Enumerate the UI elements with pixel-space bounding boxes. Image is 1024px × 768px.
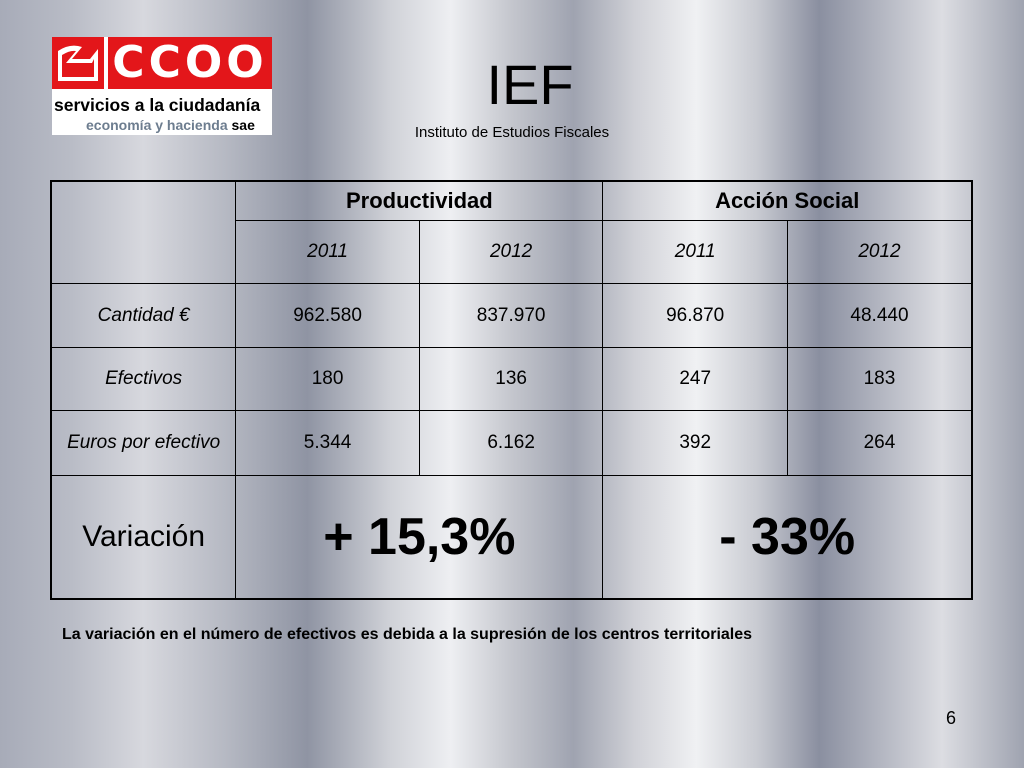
variation-label: Variación [50,475,237,600]
ccoo-logo: CCOO servicios a la ciudadanía economía … [52,37,272,135]
logo-subtagline: economía y hacienda sae [86,117,255,133]
page-title: IEF [486,53,574,116]
page-number: 6 [946,708,957,728]
year-header: 2011 [235,220,420,284]
table-year-row: 2011 2012 2011 2012 [51,220,973,284]
table-cell: 48.440 [786,283,973,348]
table-cell: 180 [235,347,420,411]
logo-subtagline-suffix: sae [231,117,255,133]
row-label: Cantidad € [50,283,237,348]
table-cell: 962.580 [235,283,420,348]
variation-productividad: + 15,3% [235,475,604,600]
table-row: Efectivos 180 136 247 183 [50,347,973,411]
table-cell: 136 [418,347,604,411]
logo-tagline: servicios a la ciudadanía [54,95,261,115]
table-row: Cantidad € 962.580 837.970 96.870 48.440 [50,283,973,348]
page-subtitle: Instituto de Estudios Fiscales [414,124,610,141]
table-cell: 5.344 [235,410,420,476]
table-header-row: Productividad Acción Social [50,180,973,284]
logo-brand-text: CCOO [108,37,272,89]
row-label: Efectivos [50,347,237,411]
table-cell: 6.162 [418,410,604,476]
group-header-productividad: Productividad [235,180,604,221]
logo-subtagline-main: economía y hacienda [86,117,228,133]
row-label: Euros por efectivo [50,410,237,476]
variation-accion-social: - 33% [602,475,973,600]
year-header: 2011 [602,220,788,284]
group-header-accion-social: Acción Social [602,180,973,221]
table-corner-cell [50,180,237,284]
comparison-table: Productividad Acción Social 2011 2012 20… [50,180,973,600]
year-header: 2012 [418,220,604,284]
ccoo-logo-mark-icon [52,37,104,89]
table-row: Euros por efectivo 5.344 6.162 392 264 [50,410,973,476]
table-cell: 837.970 [418,283,604,348]
table-cell: 183 [786,347,973,411]
variation-row: Variación + 15,3% - 33% [50,475,973,600]
year-header: 2012 [786,220,973,284]
table-cell: 392 [602,410,788,476]
footnote: La variación en el número de efectivos e… [62,626,753,643]
table-cell: 247 [602,347,788,411]
table-cell: 96.870 [602,283,788,348]
table-cell: 264 [786,410,973,476]
